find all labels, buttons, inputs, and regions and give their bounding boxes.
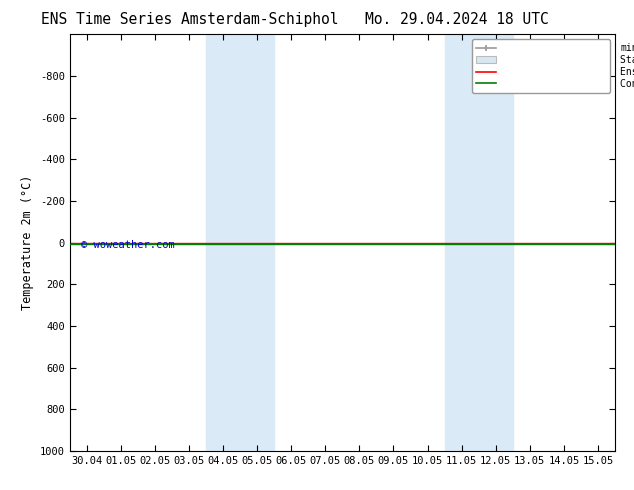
- Legend: min/max, Standard deviation, Ensemble mean run, Controll run: min/max, Standard deviation, Ensemble me…: [472, 39, 610, 93]
- Text: ENS Time Series Amsterdam-Schiphol: ENS Time Series Amsterdam-Schiphol: [41, 12, 339, 27]
- Text: © woweather.com: © woweather.com: [81, 241, 174, 250]
- Bar: [206, 34, 275, 451]
- Bar: [444, 34, 513, 451]
- Y-axis label: Temperature 2m (°C): Temperature 2m (°C): [22, 175, 34, 310]
- Text: Mo. 29.04.2024 18 UTC: Mo. 29.04.2024 18 UTC: [365, 12, 548, 27]
